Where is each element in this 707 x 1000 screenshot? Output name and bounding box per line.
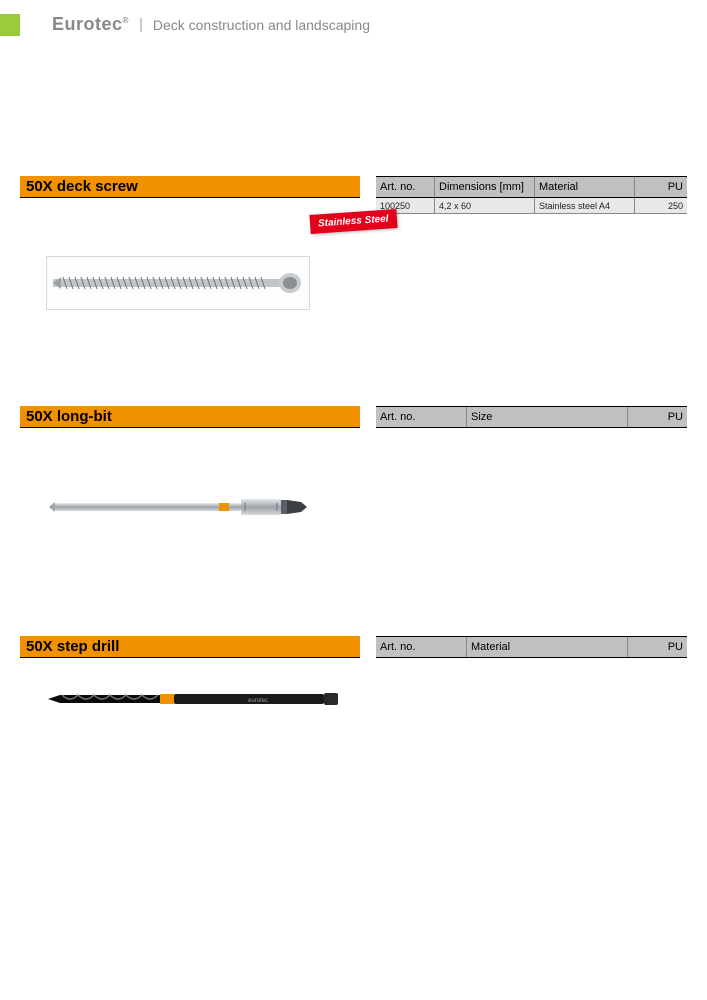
section-deck-screw: 50X deck screw Art. no. Dimensions [mm] …	[20, 176, 687, 214]
td-material: Stainless steel A4	[534, 198, 634, 213]
section-title: 50X long-bit	[20, 406, 360, 428]
td-pu: 250	[634, 198, 687, 213]
svg-text:eurotec: eurotec	[248, 698, 268, 704]
th-pu: PU	[634, 177, 687, 197]
header-subtitle: Deck construction and landscaping	[153, 17, 370, 33]
product-image-drill: eurotec	[46, 686, 340, 712]
td-dimensions: 4,2 x 60	[434, 198, 534, 213]
table-row: 100250 4,2 x 60 Stainless steel A4 250	[376, 198, 687, 214]
header-divider: |	[139, 16, 143, 33]
table-body: 100250 4,2 x 60 Stainless steel A4 250	[376, 198, 687, 214]
th-pu: PU	[627, 407, 687, 427]
brand-text: Eurotec	[52, 14, 123, 34]
brand-logo: Eurotec®	[52, 14, 129, 35]
th-size: Size	[466, 407, 627, 427]
section-title: 50X step drill	[20, 636, 360, 658]
stainless-badge: Stainless Steel	[309, 209, 397, 234]
th-artno: Art. no.	[376, 407, 466, 427]
section-step-drill: 50X step drill Art. no. Material PU euro…	[20, 636, 687, 658]
th-artno: Art. no.	[376, 177, 434, 197]
th-material: Material	[466, 637, 627, 657]
th-pu: PU	[627, 637, 687, 657]
table-header: Art. no. Dimensions [mm] Material PU	[376, 176, 687, 198]
th-artno: Art. no.	[376, 637, 466, 657]
page-header: Eurotec® | Deck construction and landsca…	[52, 14, 370, 35]
brand-reg: ®	[123, 16, 129, 25]
section-title: 50X deck screw	[20, 176, 360, 198]
product-image-screw	[46, 256, 310, 310]
th-material: Material	[534, 177, 634, 197]
th-dimensions: Dimensions [mm]	[434, 177, 534, 197]
table-header: Art. no. Material PU	[376, 636, 687, 658]
accent-bar	[0, 14, 20, 36]
table-header: Art. no. Size PU	[376, 406, 687, 428]
section-long-bit: 50X long-bit Art. no. Size PU	[20, 406, 687, 428]
product-image-bit	[46, 486, 310, 528]
